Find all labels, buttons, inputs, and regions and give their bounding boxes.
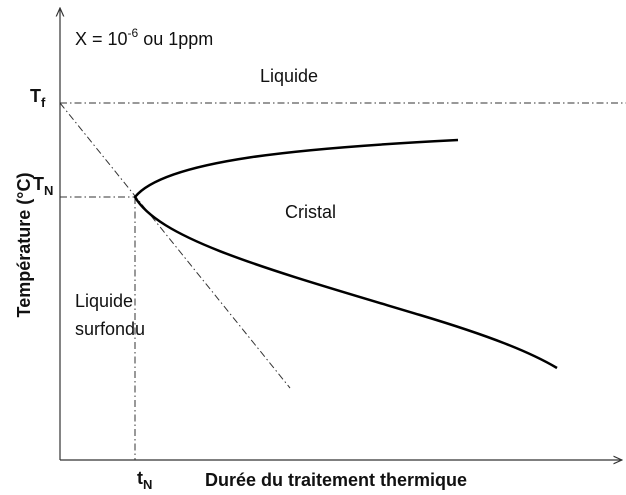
- region-label: Cristal: [285, 202, 336, 222]
- ttt-curve: [133, 138, 558, 370]
- region-label: Liquide: [260, 66, 318, 86]
- region-label: surfondu: [75, 319, 145, 339]
- tn-time-marker: tN: [137, 468, 152, 492]
- region-label: Liquide: [75, 291, 133, 311]
- y-axis-label: Température (°C): [14, 173, 34, 318]
- cooling-line: [59, 102, 291, 389]
- tf-marker: Tf: [30, 86, 46, 110]
- x-axis-label: Durée du traitement thermique: [205, 470, 467, 490]
- annotation: X = 10-6 ou 1ppm: [75, 26, 213, 49]
- tn-marker: TN: [33, 174, 53, 198]
